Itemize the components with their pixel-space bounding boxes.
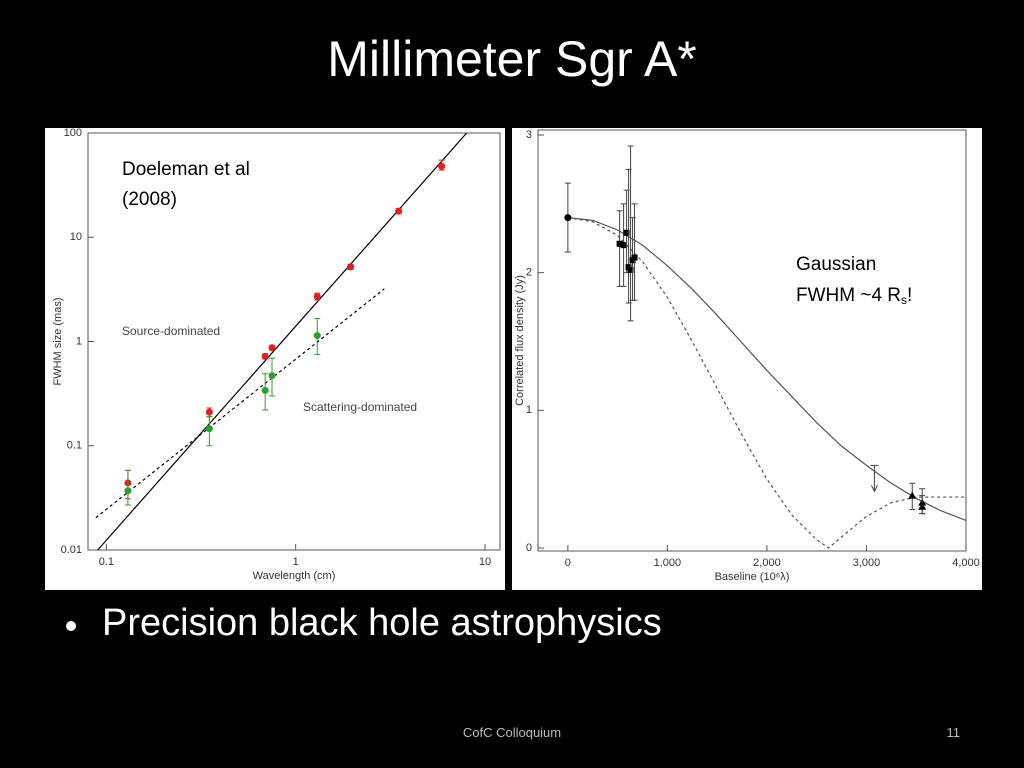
y-tick-label: 0.01 bbox=[61, 544, 82, 556]
x-tick-label: 0.1 bbox=[99, 556, 114, 568]
error-bar bbox=[631, 203, 638, 301]
page-number: 11 bbox=[946, 725, 961, 740]
annotation-part: ! bbox=[907, 285, 912, 306]
data-point bbox=[438, 162, 446, 170]
annotation-part: FWHM ~4 R bbox=[796, 285, 901, 306]
plot-frame bbox=[537, 129, 967, 552]
upper-limit bbox=[870, 464, 879, 493]
y-tick-label: 10 bbox=[70, 231, 82, 243]
x-tick-label: 2,000 bbox=[753, 557, 781, 569]
x-tick-label: 1,000 bbox=[654, 557, 682, 569]
x-tick-label: 1 bbox=[293, 556, 299, 568]
x-tick-label: 3,000 bbox=[853, 557, 881, 569]
data-point bbox=[395, 207, 403, 215]
y-tick-label: 1 bbox=[76, 335, 82, 347]
data-point bbox=[268, 344, 276, 352]
data-point bbox=[205, 425, 213, 433]
data-point bbox=[918, 502, 927, 510]
annotation-subscript: s bbox=[901, 293, 907, 307]
data-point bbox=[261, 386, 269, 394]
fit-line bbox=[567, 217, 966, 549]
data-point bbox=[616, 240, 623, 247]
x-tick-label: 10 bbox=[479, 556, 491, 568]
annotation: Scattering-dominated bbox=[303, 400, 417, 414]
annotation: (2008) bbox=[122, 189, 177, 210]
data-point bbox=[627, 266, 634, 273]
chart: 0 1,000 2,000 3,000 4,000 0 1 2 3 Baseline (10⁶λ)… bbox=[512, 128, 982, 590]
y-tick-label: 2 bbox=[526, 267, 532, 279]
annotation: Gaussian bbox=[796, 254, 876, 275]
bullet-marker bbox=[66, 621, 76, 631]
data-point bbox=[205, 408, 213, 416]
bullet-text: Precision black hole astrophysics bbox=[102, 602, 662, 644]
error-bar bbox=[616, 210, 623, 287]
data-point bbox=[313, 332, 321, 340]
x-axis-label: Baseline (10⁶λ) bbox=[715, 571, 790, 583]
annotation: Doeleman et al bbox=[122, 159, 250, 180]
y-axis-label: Correlated flux density (Jy) bbox=[514, 275, 526, 406]
footer: CofC Colloquium bbox=[462, 725, 562, 740]
error-bar bbox=[627, 145, 634, 322]
y-tick-label: 3 bbox=[526, 129, 532, 141]
data-point bbox=[631, 254, 638, 261]
data-point bbox=[124, 487, 132, 495]
y-tick-label: 0 bbox=[526, 542, 532, 554]
y-axis-label: FWHM size (mas) bbox=[52, 298, 64, 386]
y-tick-label: 100 bbox=[64, 128, 82, 139]
x-tick-label: 0 bbox=[565, 557, 571, 569]
x-tick-label: 4,000 bbox=[952, 557, 980, 569]
data-point bbox=[623, 229, 630, 236]
annotation: FWHM ~4 Rs! bbox=[796, 285, 912, 307]
data-point bbox=[908, 491, 917, 499]
data-point bbox=[313, 293, 321, 301]
data-point bbox=[347, 263, 355, 271]
chart: 0.1 1 10 0.01 0.1 1 10 100 Wavelength (cm) FWHM s… bbox=[45, 128, 505, 590]
data-point bbox=[620, 242, 627, 249]
data-point bbox=[261, 352, 269, 360]
y-tick-label: 1 bbox=[526, 404, 532, 416]
fit-line bbox=[97, 132, 468, 551]
fit-line bbox=[95, 288, 385, 519]
slide-title: Millimeter Sgr A* bbox=[327, 31, 697, 87]
fit-line bbox=[567, 217, 967, 522]
annotation: Source-dominated bbox=[122, 324, 220, 338]
x-axis-label: Wavelength (cm) bbox=[253, 570, 336, 582]
data-point bbox=[268, 372, 276, 380]
data-point bbox=[564, 214, 572, 222]
y-tick-label: 0.1 bbox=[67, 440, 82, 452]
